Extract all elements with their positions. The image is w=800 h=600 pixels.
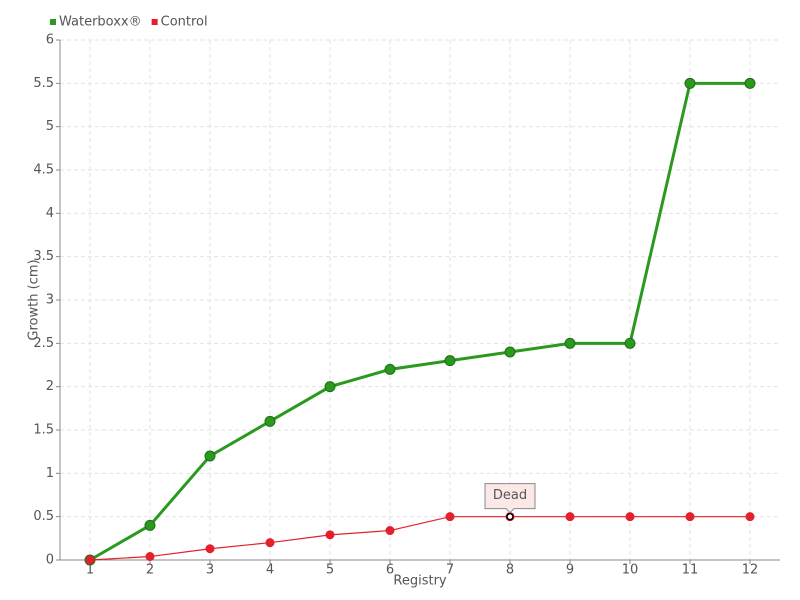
data-point <box>85 555 95 565</box>
data-point <box>744 77 756 89</box>
data-point <box>684 77 696 89</box>
x-tick-label: 12 <box>742 563 759 578</box>
legend-label: Control <box>161 15 208 30</box>
data-point <box>624 337 636 349</box>
y-tick-label: 4.5 <box>33 163 54 178</box>
x-tick-label: 5 <box>326 563 334 578</box>
x-tick-label: 11 <box>682 563 699 578</box>
data-point <box>325 530 335 540</box>
data-point <box>205 544 215 554</box>
y-tick-label: 1 <box>46 466 54 481</box>
x-tick-label: 10 <box>622 563 639 578</box>
data-point <box>444 355 456 367</box>
y-tick-label: 3 <box>46 293 54 308</box>
y-axis-label: Growth (cm) <box>27 259 42 340</box>
data-point <box>384 363 396 375</box>
data-point <box>204 450 216 462</box>
x-tick-label: 9 <box>566 563 574 578</box>
data-point <box>745 512 755 522</box>
y-tick-label: 1.5 <box>33 423 54 438</box>
y-tick-label: 3.5 <box>33 249 54 264</box>
x-axis-label: Registry <box>393 574 447 589</box>
data-point <box>264 415 276 427</box>
annotation-box <box>484 483 536 514</box>
data-point <box>504 346 516 358</box>
y-tick-label: 5.5 <box>33 76 54 91</box>
x-tick-label: 7 <box>446 563 454 578</box>
annotation-point <box>506 512 514 521</box>
y-tick-label: 4 <box>46 206 54 221</box>
legend-swatch <box>151 19 158 25</box>
data-point <box>564 337 576 349</box>
x-tick-label: 4 <box>266 563 274 578</box>
x-tick-label: 2 <box>146 563 154 578</box>
data-point <box>145 552 155 562</box>
y-tick-label: 5 <box>46 119 54 134</box>
y-tick-label: 0 <box>46 553 54 568</box>
x-tick-label: 8 <box>506 563 514 578</box>
data-point <box>385 526 395 536</box>
data-point <box>324 381 336 393</box>
x-tick-label: 3 <box>206 563 214 578</box>
legend-swatch <box>50 19 56 25</box>
y-tick-label: 2.5 <box>33 336 54 351</box>
legend-label: Waterboxx® <box>59 15 142 30</box>
data-point <box>144 519 156 531</box>
y-tick-label: 0.5 <box>33 509 54 524</box>
y-tick-label: 2 <box>46 379 54 394</box>
data-point <box>625 512 635 522</box>
data-point <box>565 512 575 522</box>
x-tick-label: 1 <box>86 563 94 578</box>
x-tick-label: 6 <box>386 563 394 578</box>
series-line <box>89 516 750 561</box>
data-point <box>265 538 275 548</box>
data-point <box>685 512 695 522</box>
series-line <box>89 81 750 562</box>
data-point <box>445 512 455 522</box>
annotation-text: Dead <box>493 488 527 503</box>
y-tick-label: 6 <box>46 33 54 48</box>
